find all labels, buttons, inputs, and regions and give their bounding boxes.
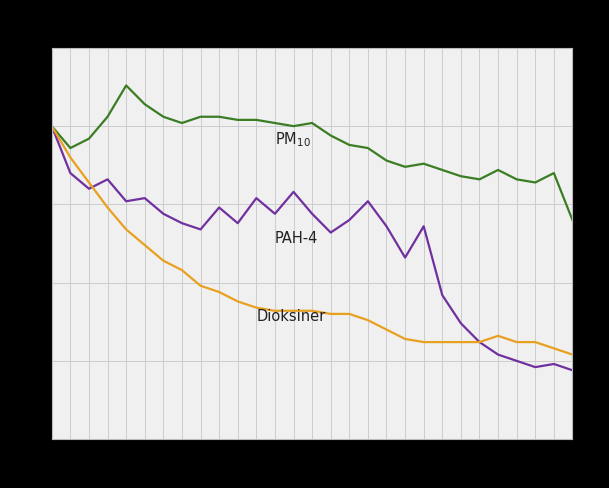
Text: Dioksiner: Dioksiner	[256, 309, 326, 324]
Text: PM$_{10}$: PM$_{10}$	[275, 130, 311, 149]
Text: PAH-4: PAH-4	[275, 231, 319, 245]
